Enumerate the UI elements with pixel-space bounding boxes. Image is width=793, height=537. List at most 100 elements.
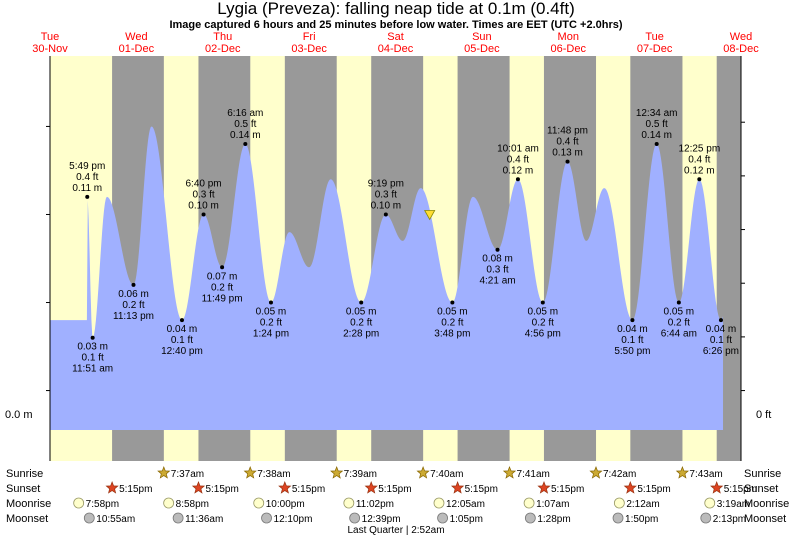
moonrise-icon: [433, 497, 445, 509]
tide-label: 0.05 m: [528, 307, 559, 318]
right-ticks: [741, 121, 745, 392]
sunrise-icon: [243, 466, 257, 479]
sunrise-icon: [330, 466, 344, 479]
moon-phase-label: Last Quarter | 2:52am: [347, 525, 444, 536]
sunrise-time: 7:43am: [689, 469, 722, 480]
day-label-date: 07-Dec: [637, 43, 673, 55]
tide-point-high: [383, 212, 388, 217]
moonset-time: 1:28pm: [537, 514, 570, 525]
zero-label-right: 0 ft: [756, 409, 771, 421]
tide-label: 0.05 m: [256, 307, 287, 318]
row-label-moonrise-right: Moonrise: [744, 498, 789, 510]
tide-point-low: [718, 318, 723, 323]
tide-label: 0.04 m: [167, 324, 198, 335]
tide-label: 0.06 m: [118, 289, 149, 300]
moonrise-time: 7:58pm: [86, 499, 119, 510]
sunrise-icon: [675, 466, 690, 479]
tide-label: 0.10 m: [371, 200, 402, 211]
tide-points: [85, 142, 723, 340]
sunset-time: 5:15pm: [637, 484, 670, 495]
sunset-icon: [364, 481, 378, 494]
day-label-dow: Thu: [213, 31, 232, 43]
tide-label: 1:24 pm: [253, 329, 289, 340]
sun-moon-events: Sunrise Sunset Moonrise Moonset Sunrise …: [6, 466, 789, 536]
tide-label: 9:19 pm: [368, 178, 404, 189]
moonset-time: 12:39pm: [362, 514, 401, 525]
moonrise-time: 10:00pm: [266, 499, 305, 510]
tide-label: 4:56 pm: [525, 329, 561, 340]
moonset-icon: [437, 512, 448, 524]
moonset-icon: [172, 512, 184, 524]
tide-label: 6:26 pm: [703, 346, 739, 357]
tide-label: 0.04 m: [706, 324, 737, 335]
zero-label-left: 0.0 m: [5, 409, 33, 421]
day-label-date: 08-Dec: [723, 43, 759, 55]
tide-label: 0.5 ft: [234, 119, 256, 130]
moonrise-icon: [343, 497, 355, 509]
tide-label: 0.12 m: [503, 165, 534, 176]
tide-label: 5:49 pm: [69, 161, 105, 172]
tide-label: 0.2 ft: [260, 318, 282, 329]
tide-label: 0.4 ft: [76, 172, 98, 183]
day-label-dow: Sun: [472, 31, 492, 43]
day-label-dow: Tue: [41, 31, 60, 43]
moonset-icon: [83, 512, 95, 524]
day-label-date: 04-Dec: [378, 43, 414, 55]
row-label-sunset-left: Sunset: [6, 483, 40, 495]
tide-point-high: [201, 212, 206, 217]
sunset-time: 5:15pm: [292, 484, 325, 495]
day-label-dow: Sat: [387, 31, 404, 43]
tide-label: 0.4 ft: [688, 154, 710, 165]
sunrise-time: 7:41am: [517, 469, 550, 480]
moonset-icon: [700, 512, 712, 524]
tide-point-high: [85, 194, 90, 199]
tide-point-low: [630, 318, 635, 323]
tide-point-low: [90, 335, 95, 340]
tide-label: 6:44 am: [661, 329, 697, 340]
moonset-time: 10:55am: [96, 514, 135, 525]
tide-label: 0.1 ft: [171, 335, 193, 346]
tide-label: 4:21 am: [479, 276, 515, 287]
day-label-dow: Wed: [125, 31, 147, 43]
tide-label: 0.1 ft: [82, 353, 104, 364]
moonrise-icon: [704, 497, 716, 509]
tide-label: 0.05 m: [664, 307, 695, 318]
day-label-date: 05-Dec: [464, 43, 500, 55]
moonset-icon: [612, 512, 624, 524]
moonset-icon: [349, 512, 361, 524]
tide-label: 11:13 pm: [113, 311, 154, 322]
sunrise-icon: [589, 466, 603, 479]
sunrise-time: 7:42am: [603, 469, 636, 480]
day-labels: Tue30-NovWed01-DecThu02-DecFri03-DecSat0…: [32, 31, 759, 55]
sunrise-icon: [502, 466, 517, 479]
event-markers: 7:37am 7:38am 7:39am 7:40am 7:41am 7:42am 7:43…: [73, 466, 757, 525]
day-label-date: 03-Dec: [291, 43, 327, 55]
tide-point-high: [654, 142, 659, 147]
sunset-time: 5:15pm: [205, 484, 238, 495]
tide-label: 0.10 m: [188, 200, 219, 211]
sunrise-time: 7:37am: [171, 469, 204, 480]
tide-label: 0.12 m: [684, 165, 715, 176]
left-ticks: [46, 125, 50, 392]
tide-label: 0.5 ft: [646, 119, 668, 130]
tide-label: 5:50 pm: [614, 346, 650, 357]
tide-label: 6:40 pm: [185, 178, 221, 189]
tide-label: 0.2 ft: [211, 282, 233, 293]
day-label-dow: Mon: [558, 31, 579, 43]
row-label-sunrise-right: Sunrise: [744, 468, 781, 480]
tide-point-high: [243, 142, 248, 147]
sunrise-time: 7:40am: [430, 469, 463, 480]
moonrise-icon: [73, 497, 85, 509]
tide-label: 0.4 ft: [556, 137, 578, 148]
moonrise-time: 3:19am: [717, 499, 750, 510]
day-label-dow: Tue: [645, 31, 664, 43]
tide-point-low: [495, 247, 500, 252]
tide-label: 0.1 ft: [621, 335, 643, 346]
tide-label: 0.4 ft: [507, 154, 529, 165]
tide-label: 0.2 ft: [122, 300, 144, 311]
tide-label: 0.2 ft: [532, 318, 554, 329]
sunset-icon: [278, 481, 292, 494]
tide-point-high: [697, 177, 702, 182]
moonrise-icon: [253, 497, 265, 509]
tide-label: 0.14 m: [230, 130, 261, 141]
